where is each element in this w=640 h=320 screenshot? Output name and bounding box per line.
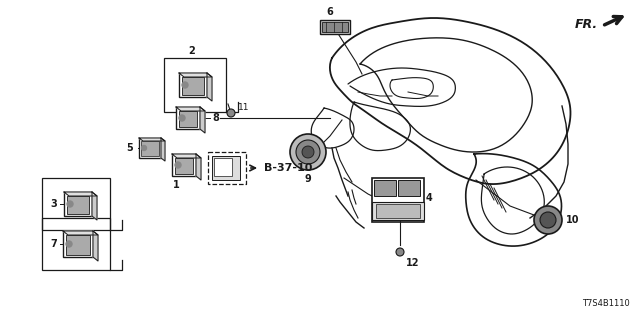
- Bar: [66, 235, 90, 255]
- Bar: [372, 202, 424, 220]
- Bar: [320, 20, 350, 34]
- Bar: [141, 141, 159, 156]
- Circle shape: [182, 82, 188, 88]
- Circle shape: [540, 212, 556, 228]
- Bar: [376, 204, 420, 218]
- Text: B-37-10: B-37-10: [264, 163, 312, 173]
- Bar: [372, 178, 424, 222]
- Polygon shape: [196, 154, 201, 180]
- Bar: [67, 196, 89, 214]
- Bar: [64, 192, 92, 216]
- Bar: [179, 73, 207, 97]
- Polygon shape: [172, 154, 201, 158]
- Bar: [212, 156, 240, 180]
- Polygon shape: [200, 107, 205, 133]
- Text: 3: 3: [51, 199, 57, 209]
- Bar: [214, 158, 232, 176]
- Circle shape: [141, 146, 147, 150]
- Bar: [179, 111, 197, 127]
- Polygon shape: [63, 231, 98, 235]
- Bar: [42, 178, 110, 230]
- Text: 2: 2: [189, 46, 195, 56]
- Circle shape: [396, 248, 404, 256]
- Bar: [374, 180, 396, 196]
- Text: 1: 1: [173, 180, 179, 190]
- Circle shape: [66, 241, 72, 247]
- Text: 7: 7: [51, 239, 57, 249]
- Text: 10: 10: [566, 215, 579, 225]
- Circle shape: [179, 115, 185, 121]
- Bar: [176, 107, 200, 129]
- Bar: [322, 22, 348, 32]
- Bar: [208, 152, 246, 184]
- Text: T7S4B1110: T7S4B1110: [582, 299, 630, 308]
- Polygon shape: [139, 138, 165, 141]
- Bar: [139, 138, 161, 158]
- Circle shape: [302, 146, 314, 158]
- Bar: [42, 218, 110, 270]
- Polygon shape: [64, 192, 97, 196]
- Polygon shape: [179, 73, 212, 77]
- Circle shape: [290, 134, 326, 170]
- Polygon shape: [93, 231, 98, 261]
- Circle shape: [296, 140, 320, 164]
- Text: 11: 11: [238, 103, 250, 113]
- Bar: [164, 58, 226, 112]
- Bar: [63, 231, 93, 257]
- Circle shape: [534, 206, 562, 234]
- Text: 5: 5: [126, 143, 133, 153]
- Bar: [398, 180, 420, 196]
- Text: 4: 4: [426, 193, 433, 203]
- Circle shape: [227, 109, 235, 117]
- Circle shape: [67, 201, 73, 207]
- Polygon shape: [92, 192, 97, 220]
- Text: FR.: FR.: [575, 18, 598, 30]
- Text: 6: 6: [326, 7, 333, 17]
- Polygon shape: [176, 107, 205, 111]
- Circle shape: [175, 162, 181, 168]
- Bar: [175, 158, 193, 174]
- Polygon shape: [161, 138, 165, 161]
- Bar: [182, 77, 204, 95]
- Text: 12: 12: [406, 258, 419, 268]
- Text: 9: 9: [305, 174, 312, 184]
- Text: 8: 8: [212, 113, 219, 123]
- Polygon shape: [207, 73, 212, 101]
- Bar: [172, 154, 196, 176]
